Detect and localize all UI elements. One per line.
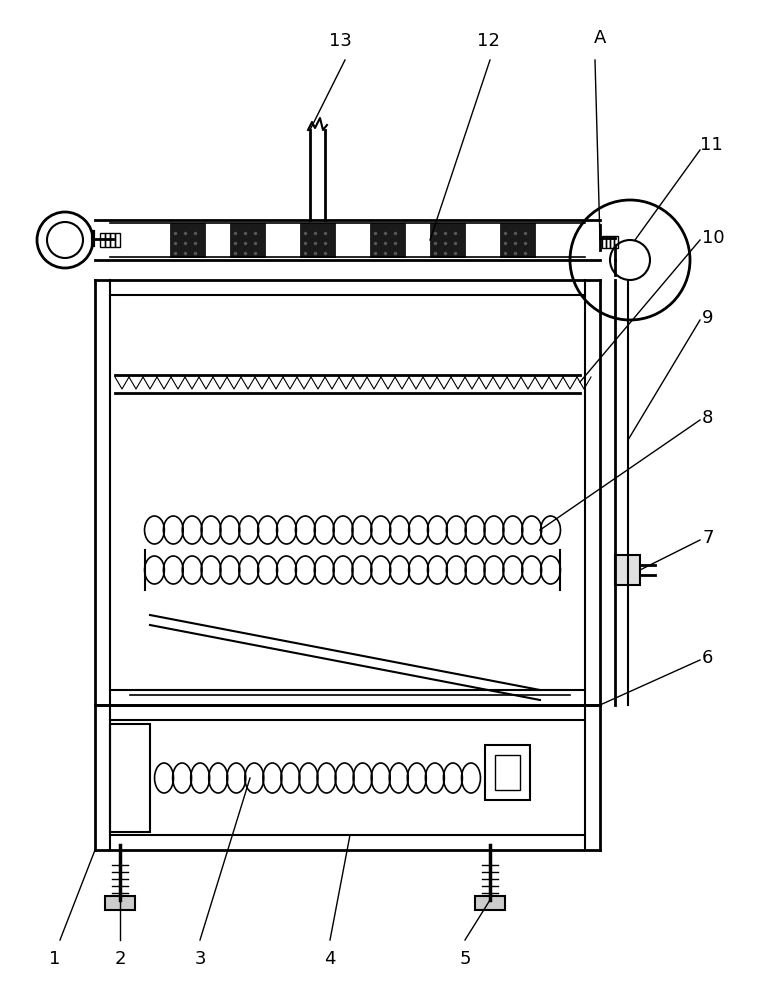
Bar bbox=[370, 223, 405, 257]
Bar bbox=[170, 223, 205, 257]
Text: 1: 1 bbox=[49, 950, 61, 968]
Text: 12: 12 bbox=[477, 32, 499, 50]
Text: 3: 3 bbox=[194, 950, 206, 968]
Text: 7: 7 bbox=[702, 529, 713, 547]
Bar bbox=[230, 223, 265, 257]
Text: 5: 5 bbox=[459, 950, 471, 968]
Bar bbox=[500, 223, 535, 257]
Bar bbox=[430, 223, 465, 257]
Bar bbox=[110, 724, 150, 832]
Text: 4: 4 bbox=[324, 950, 336, 968]
Bar bbox=[115, 233, 120, 247]
Bar bbox=[105, 233, 110, 247]
Bar bbox=[606, 236, 610, 248]
Bar bbox=[105, 896, 135, 910]
Bar bbox=[614, 236, 618, 248]
Text: 8: 8 bbox=[702, 409, 713, 427]
Text: 9: 9 bbox=[702, 309, 713, 327]
Bar bbox=[485, 745, 530, 800]
Text: 2: 2 bbox=[114, 950, 126, 968]
Text: A: A bbox=[594, 29, 606, 47]
Bar bbox=[610, 236, 614, 248]
Text: 11: 11 bbox=[700, 136, 723, 154]
Bar bbox=[110, 233, 115, 247]
Bar bbox=[300, 223, 335, 257]
Bar bbox=[100, 233, 105, 247]
Text: 13: 13 bbox=[329, 32, 352, 50]
Text: 6: 6 bbox=[702, 649, 713, 667]
Text: 10: 10 bbox=[702, 229, 725, 247]
Bar bbox=[475, 896, 505, 910]
Bar bbox=[602, 236, 606, 248]
Bar bbox=[615, 555, 640, 585]
Bar bbox=[495, 755, 520, 790]
